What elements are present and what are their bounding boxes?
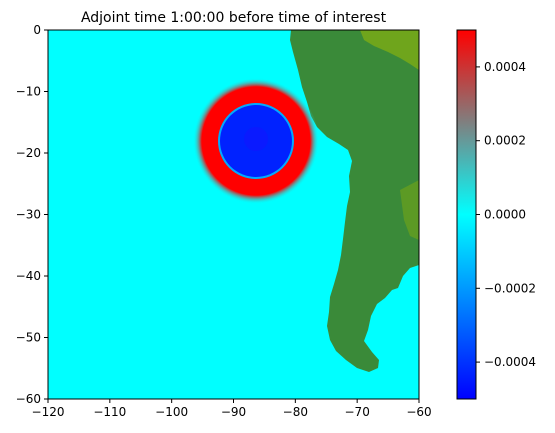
x-tick-label: −100 [155, 405, 188, 419]
x-tick-label: −60 [406, 405, 431, 419]
negative-core-center [244, 127, 268, 151]
colorbar-tick-label: 0.0004 [484, 60, 526, 74]
colorbar-tick-label: 0.0002 [484, 134, 526, 148]
plot-area [48, 30, 419, 399]
y-tick-label: −60 [16, 392, 41, 406]
y-tick-label: −30 [16, 208, 41, 222]
colorbar-ticks: 0.0004 0.0002 0.0000 −0.0002 −0.0004 [476, 60, 536, 369]
x-axis: −120 −110 −100 −90 −80 −70 −60 [32, 399, 432, 419]
colorbar-tick-label: 0.0000 [484, 208, 526, 222]
x-tick-label: −70 [345, 405, 370, 419]
x-tick-label: −90 [221, 405, 246, 419]
y-tick-label: 0 [33, 23, 41, 37]
colorbar-gradient [456, 29, 477, 400]
y-tick-label: −20 [16, 146, 41, 160]
colorbar-tick-label: −0.0002 [484, 281, 536, 295]
x-tick-label: −110 [93, 405, 126, 419]
y-tick-label: −10 [16, 85, 41, 99]
x-tick-label: −80 [283, 405, 308, 419]
colorbar: 0.0004 0.0002 0.0000 −0.0002 −0.0004 [456, 29, 536, 400]
chart-title: Adjoint time 1:00:00 before time of inte… [81, 10, 387, 26]
y-axis: 0 −10 −20 −30 −40 −50 −60 [16, 23, 48, 406]
y-tick-label: −40 [16, 269, 41, 283]
y-tick-label: −50 [16, 331, 41, 345]
x-tick-label: −120 [32, 405, 65, 419]
colorbar-tick-label: −0.0004 [484, 355, 536, 369]
highland-patch [400, 180, 419, 240]
land-mass [290, 30, 419, 372]
andes-highlands [360, 30, 419, 70]
